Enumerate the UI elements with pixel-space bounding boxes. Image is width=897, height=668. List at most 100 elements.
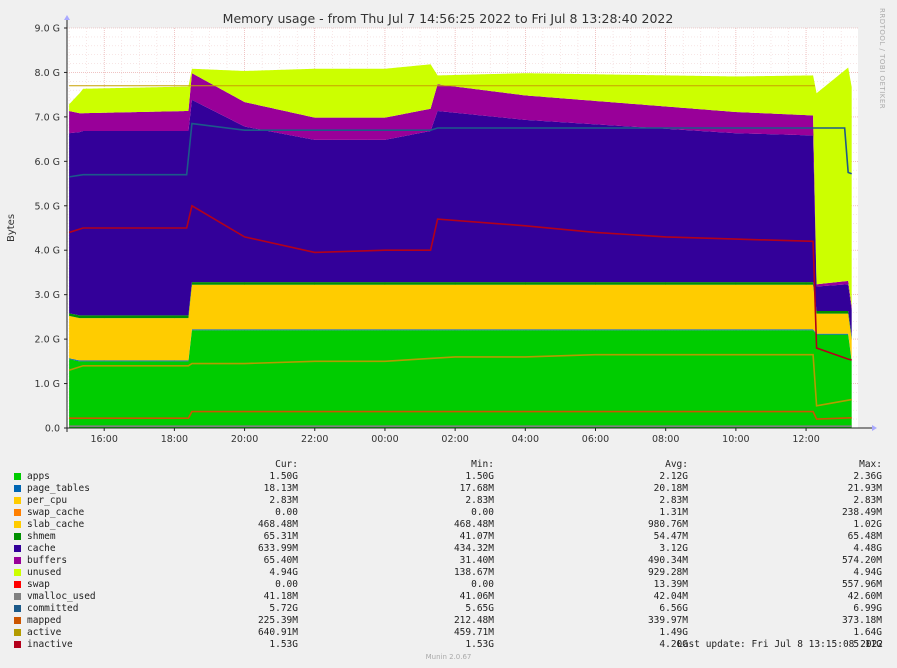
legend-max-value: 373.18M	[841, 615, 882, 626]
legend-avg-value: 2.12G	[659, 471, 688, 482]
legend-max-value: 4.48G	[853, 543, 882, 554]
rrdtool-credit: RRDTOOL / TOBI OETIKER	[878, 8, 886, 110]
legend-max-value: 2.36G	[853, 471, 882, 482]
x-tick-label: 04:00	[512, 434, 539, 445]
legend-swatch	[14, 581, 21, 588]
legend-avg-value: 13.39M	[653, 579, 688, 590]
legend-min-value: 17.68M	[459, 483, 494, 494]
y-tick-label: 7.0 G	[35, 112, 61, 123]
x-tick-label: 18:00	[161, 434, 188, 445]
x-axis-arrow	[872, 425, 877, 431]
line-committed	[68, 122, 852, 178]
legend-swatch	[14, 641, 21, 648]
legend-avg-value: 4.20G	[659, 639, 688, 650]
legend-cur-value: 18.13M	[263, 483, 298, 494]
area-slab_cache	[69, 284, 852, 361]
legend-series-name: apps	[27, 471, 50, 482]
legend-cur-value: 0.00	[275, 507, 298, 518]
legend-max-value: 1.02G	[853, 519, 882, 530]
overlay-lines	[68, 85, 852, 428]
legend-row-buffers: buffers 65.40M 31.40M 490.34M 574.20M	[12, 555, 892, 567]
legend-swatch	[14, 485, 21, 492]
legend-min-value: 459.71M	[453, 627, 494, 638]
legend-max-value: 2.83M	[853, 495, 882, 506]
memory-usage-chart: Memory usage - from Thu Jul 7 14:56:25 2…	[6, 11, 877, 445]
y-tick-label: 5.0 G	[35, 201, 61, 212]
legend-min-value: 1.50G	[465, 471, 494, 482]
legend-series-name: mapped	[27, 615, 62, 626]
legend-swatch	[14, 497, 21, 504]
legend-avg-value: 1.31M	[659, 507, 688, 518]
chart-title: Memory usage - from Thu Jul 7 14:56:25 2…	[223, 11, 674, 26]
x-tick-label: 06:00	[582, 434, 609, 445]
legend-swatch	[14, 617, 21, 624]
legend-swatch	[14, 473, 21, 480]
legend-cur-value: 1.53G	[269, 639, 298, 650]
legend-series-name: committed	[27, 603, 79, 614]
legend-rows: apps 1.50G 1.50G 2.12G 2.36G page_tables 18.13…	[12, 471, 892, 651]
legend-series-name: unused	[27, 567, 62, 578]
legend-row-apps: apps 1.50G 1.50G 2.12G 2.36G	[12, 471, 892, 483]
legend-header-cur: Cur:	[275, 459, 298, 470]
legend-cur-value: 5.72G	[269, 603, 298, 614]
legend-series-name: per_cpu	[27, 495, 68, 506]
legend-avg-value: 929.28M	[647, 567, 688, 578]
legend-row-cache: cache 633.99M 434.32M 3.12G 4.48G	[12, 543, 892, 555]
x-tick-label: 22:00	[301, 434, 328, 445]
legend-swatch	[14, 533, 21, 540]
y-tick-label: 6.0 G	[35, 157, 61, 168]
legend-min-value: 0.00	[471, 507, 494, 518]
legend-max-value: 238.49M	[841, 507, 882, 518]
legend-swatch	[14, 557, 21, 564]
legend-series-name: vmalloc_used	[27, 591, 96, 602]
y-tick-label: 0.0	[45, 424, 60, 435]
legend-row-swap_cache: swap_cache 0.00 0.00 1.31M 238.49M	[12, 507, 892, 519]
legend-cur-value: 633.99M	[257, 543, 298, 554]
legend-avg-value: 20.18M	[653, 483, 688, 494]
legend-series-name: slab_cache	[27, 519, 85, 530]
legend-row-shmem: shmem 65.31M 41.07M 54.47M 65.48M	[12, 531, 892, 543]
legend-series-name: swap	[27, 579, 50, 590]
y-tick-label: 2.0 G	[35, 335, 61, 346]
y-axis-arrow	[64, 15, 70, 20]
y-axis-label: Bytes	[6, 214, 17, 242]
x-tick-label: 16:00	[91, 434, 118, 445]
legend-series-name: shmem	[27, 531, 56, 542]
legend-series-name: page_tables	[27, 483, 90, 494]
legend-series-name: cache	[27, 543, 56, 554]
legend-max-value: 42.60M	[847, 591, 882, 602]
legend-avg-value: 54.47M	[653, 531, 688, 542]
legend-row-swap: swap 0.00 0.00 13.39M 557.96M	[12, 579, 892, 591]
y-tick-label: 4.0 G	[35, 246, 61, 257]
legend-cur-value: 640.91M	[257, 627, 298, 638]
legend-row-slab_cache: slab_cache 468.48M 468.48M 980.76M 1.02G	[12, 519, 892, 531]
legend-series-name: active	[27, 627, 62, 638]
footer-version: Munin 2.0.67	[425, 653, 472, 661]
legend-avg-value: 3.12G	[659, 543, 688, 554]
legend-cur-value: 65.40M	[263, 555, 298, 566]
legend-header-max: Max:	[859, 459, 882, 470]
legend-swatch	[14, 605, 21, 612]
legend-max-value: 1.64G	[853, 627, 882, 638]
y-tick-label: 9.0 G	[35, 24, 61, 35]
legend-max-value: 557.96M	[841, 579, 882, 590]
legend-min-value: 468.48M	[453, 519, 494, 530]
x-tick-label: 00:00	[371, 434, 398, 445]
x-tick-label: 20:00	[231, 434, 258, 445]
legend-header-min: Min:	[471, 459, 494, 470]
legend-avg-value: 2.83M	[659, 495, 688, 506]
x-ticks: 16:00 18:00 20:00 22:00 00:00 02:00 04:00 06:00…	[91, 428, 820, 445]
legend-cur-value: 41.18M	[263, 591, 298, 602]
y-tick-label: 8.0 G	[35, 68, 61, 79]
legend-max-value: 6.99G	[853, 603, 882, 614]
legend-min-value: 5.65G	[465, 603, 494, 614]
legend-row-committed: committed 5.72G 5.65G 6.56G 6.99G	[12, 603, 892, 615]
legend-min-value: 138.67M	[453, 567, 494, 578]
axes	[64, 15, 877, 432]
legend-avg-value: 6.56G	[659, 603, 688, 614]
legend-max-value: 5.11G	[853, 639, 882, 650]
legend-row-vmalloc_used: vmalloc_used 41.18M 41.06M 42.04M 42.60M	[12, 591, 892, 603]
legend-cur-value: 225.39M	[257, 615, 298, 626]
legend-swatch	[14, 545, 21, 552]
legend: Cur: Min: Avg: Max: apps 1.50G 1.50G 2.12G 2…	[12, 459, 892, 651]
